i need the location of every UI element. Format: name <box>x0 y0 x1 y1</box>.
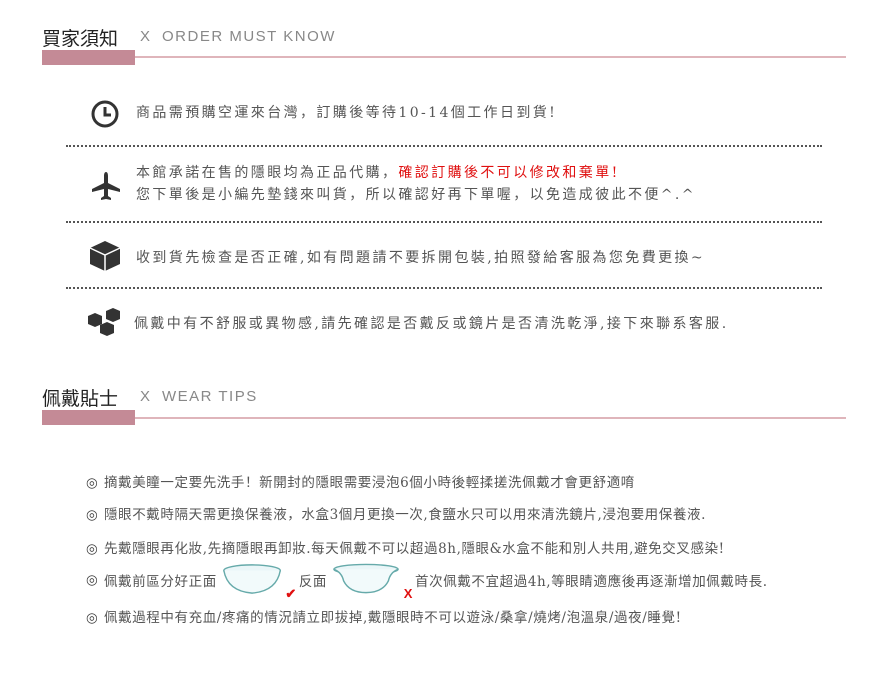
section-title: 買家須知 <box>42 28 119 50</box>
section-separator: X <box>140 388 152 405</box>
airplane-icon <box>92 172 120 200</box>
header-divider <box>135 417 846 419</box>
cubes-icon <box>88 308 120 336</box>
tip-item: ◎ 隱眼不戴時隔天需更換保養液，水盒3個月更換一次,食鹽水只可以用來清洗鏡片,浸泡… <box>86 503 706 523</box>
notice-line: 本館承諾在售的隱眼均為正品代購，確認訂購後不可以修改和棄單! <box>136 162 620 182</box>
tip-text: 佩戴過程中有充血/疼痛的情況請立即拔掉,戴隱眼時不可以遊泳/桑拿/燒烤/泡溫泉/… <box>104 610 682 626</box>
header-accent-bar <box>42 410 135 425</box>
lens-wrong-group: X <box>331 560 413 600</box>
notice-text: 收到貨先檢查是否正確,如有問題請不要拆開包裝,拍照發給客服為您免費更換~ <box>136 250 706 266</box>
dotted-divider <box>66 287 822 289</box>
header-accent-bar <box>42 50 135 65</box>
warning-text: 確認訂購後不可以修改和棄單! <box>398 165 620 181</box>
tip-text: 首次佩戴不宜超過4h,等眼睛適應後再逐漸增加佩戴時長. <box>415 574 768 590</box>
lens-wrong-side-icon <box>333 563 399 594</box>
notice-text: 佩戴中有不舒服或異物感,請先確認是否戴反或鏡片是否清洗乾淨,接下來聯系客服. <box>134 316 729 332</box>
bullet-icon: ◎ <box>86 507 99 523</box>
tip-text: 反面 <box>298 574 328 590</box>
tip-text: 佩戴前區分好正面 <box>104 574 217 590</box>
box-icon <box>89 241 121 271</box>
header-divider <box>135 56 846 58</box>
tip-item: ◎ 佩戴前區分好正面 ✔ 反面 X 首次佩戴不宜超過4h,等眼睛適應後再逐漸增加… <box>86 560 768 600</box>
section-title: 佩戴貼士 <box>42 388 119 410</box>
bullet-icon: ◎ <box>86 541 99 557</box>
tip-item: ◎ 摘戴美瞳一定要先洗手！新開封的隱眼需要浸泡6個小時後輕揉搓洗佩戴才會更舒適唷 <box>86 471 635 491</box>
bullet-icon: ◎ <box>86 610 99 626</box>
bullet-icon: ◎ <box>86 572 99 588</box>
tip-text: 隱眼不戴時隔天需更換保養液，水盒3個月更換一次,食鹽水只可以用來清洗鏡片,浸泡要… <box>104 507 706 523</box>
lens-correct-group: ✔ <box>221 560 297 600</box>
notice-text: 本館承諾在售的隱眼均為正品代購， <box>136 165 399 181</box>
wrong-mark: X <box>403 586 414 601</box>
bullet-icon: ◎ <box>86 475 99 491</box>
lens-correct-side-icon <box>222 564 281 594</box>
tip-text: 摘戴美瞳一定要先洗手！新開封的隱眼需要浸泡6個小時後輕揉搓洗佩戴才會更舒適唷 <box>104 475 635 491</box>
notice-text: 商品需預購空運來台灣，訂購後等待10-14個工作日到貨! <box>136 105 558 121</box>
section-subtitle: WEAR TIPS <box>162 388 258 405</box>
dotted-divider <box>66 221 822 223</box>
tip-text: 先戴隱眼再化妝,先摘隱眼再卸妝.每天佩戴不可以超過8h,隱眼&水盒不能和別人共用… <box>104 541 725 557</box>
correct-mark: ✔ <box>285 586 297 601</box>
tip-item: ◎ 佩戴過程中有充血/疼痛的情況請立即拔掉,戴隱眼時不可以遊泳/桑拿/燒烤/泡溫泉… <box>86 606 682 626</box>
tip-item: ◎ 先戴隱眼再化妝,先摘隱眼再卸妝.每天佩戴不可以超過8h,隱眼&水盒不能和別人共… <box>86 537 725 557</box>
notice-text: 您下單後是小編先墊錢來叫貨，所以確認好再下單喔，以免造成彼此不便^.^ <box>136 187 696 203</box>
dotted-divider <box>66 145 822 147</box>
section-subtitle: ORDER MUST KNOW <box>162 28 336 45</box>
clock-icon <box>91 100 119 128</box>
section-separator: X <box>140 28 152 45</box>
